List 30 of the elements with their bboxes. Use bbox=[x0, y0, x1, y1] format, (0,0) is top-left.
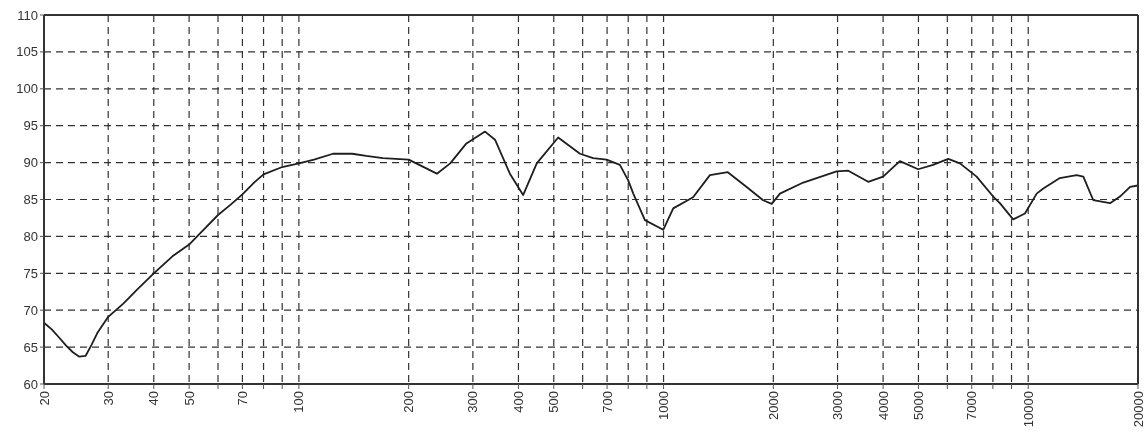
x-tick-label: 2000 bbox=[765, 391, 781, 420]
x-tick-label: 5000 bbox=[910, 391, 926, 420]
y-tick-label: 80 bbox=[23, 228, 38, 244]
y-tick-label: 60 bbox=[23, 376, 38, 392]
x-tick-label: 400 bbox=[510, 391, 526, 413]
x-tick-label: 10000 bbox=[1020, 391, 1036, 428]
x-tick-label: 40 bbox=[146, 391, 162, 406]
x-tick-label: 4000 bbox=[875, 391, 891, 420]
y-tick-label: 75 bbox=[23, 265, 38, 281]
x-tick-label: 3000 bbox=[830, 391, 846, 420]
y-tick-label: 110 bbox=[17, 7, 38, 23]
x-tick-label: 70 bbox=[234, 391, 250, 406]
x-tick-label: 20 bbox=[36, 391, 52, 406]
y-tick-label: 105 bbox=[16, 44, 38, 60]
x-tick-label: 700 bbox=[599, 391, 615, 413]
y-tick-label: 70 bbox=[23, 302, 38, 318]
y-tick-label: 100 bbox=[16, 81, 38, 97]
x-tick-label: 1000 bbox=[656, 391, 672, 420]
x-tick-label: 20000 bbox=[1130, 391, 1146, 428]
x-tick-label: 200 bbox=[401, 391, 417, 413]
x-tick-label: 300 bbox=[465, 391, 481, 413]
x-tick-label: 7000 bbox=[964, 391, 980, 420]
y-tick-label: 90 bbox=[23, 155, 38, 171]
x-tick-label: 50 bbox=[181, 391, 197, 406]
x-tick-label: 500 bbox=[546, 391, 562, 413]
x-tick-label: 30 bbox=[100, 391, 116, 406]
x-tick-label: 100 bbox=[291, 391, 307, 413]
y-tick-label: 85 bbox=[23, 192, 38, 207]
y-tick-label: 95 bbox=[23, 118, 38, 134]
y-tick-label: 65 bbox=[23, 339, 38, 355]
